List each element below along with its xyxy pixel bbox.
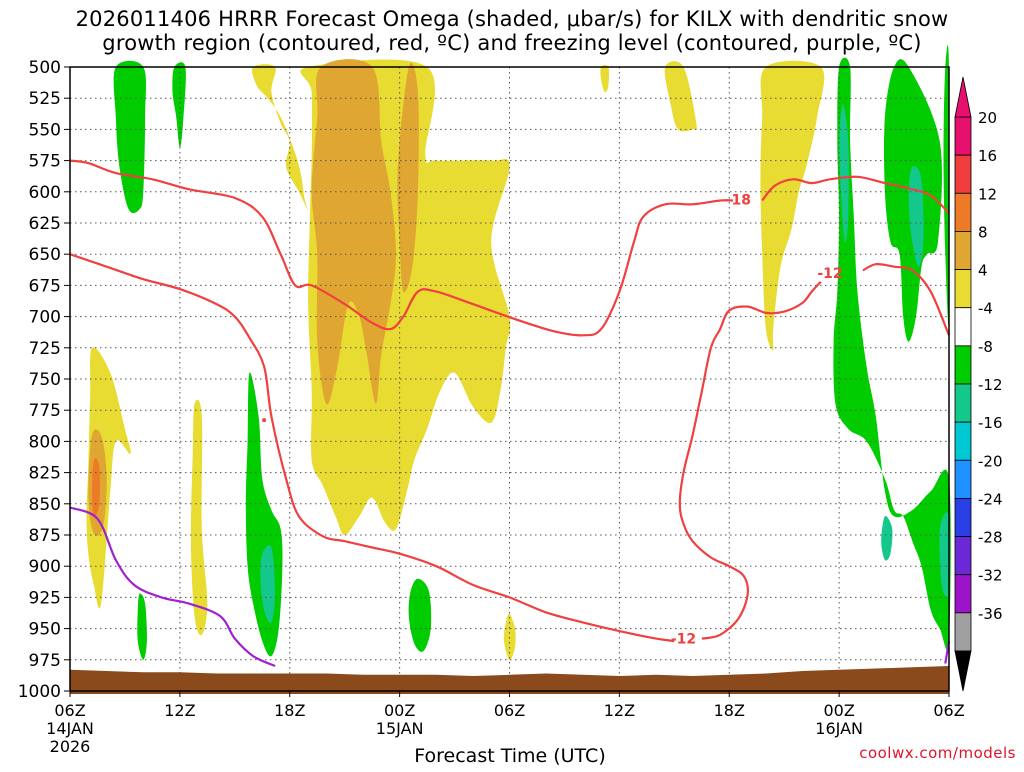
x-date-label-0: 14JAN [46,719,94,738]
dgz-contour-3 [69,253,675,643]
contour-label-3: -12 [671,632,696,648]
x-tick-label-36: 18Z [714,701,745,720]
dgz-contour-4 [678,280,822,640]
x-date-label-18: 15JAN [376,719,424,738]
omega-region-positive-10 [664,61,697,132]
omega-region-positive-9 [503,613,516,660]
omega-region-negative-25 [939,512,951,597]
colorbar-bin-3 [954,192,972,232]
x-tick-label-0: 06Z [54,701,85,720]
colorbar-label-8: -12 [978,376,1003,394]
colorbar-bin-14 [954,612,972,652]
omega-region-negative-20 [839,104,849,243]
x-tick-label-18: 00Z [384,701,415,720]
colorbar-label-5: 4 [978,262,988,280]
colorbar-bin-2 [954,154,972,194]
y-tick-label-500: 500 [29,58,61,78]
x-tick-label-6: 12Z [164,701,195,720]
dgz-contour-blip [262,418,267,423]
y-tick-label-975: 975 [29,651,61,671]
dgz-contour-5 [862,262,951,336]
y-tick-label-925: 925 [29,588,61,608]
y-tick-label-750: 750 [29,370,61,390]
colorbar-label-14: -36 [978,605,1003,623]
colorbar-bin-9 [954,421,972,461]
y-tick-label-1000: 1000 [18,682,61,702]
colorbar-bin-13 [954,574,972,614]
x-tick-label-30: 12Z [604,701,635,720]
y-tick-label-725: 725 [29,339,61,359]
terrain-fill [70,666,949,694]
omega-region-negative-19 [833,57,951,651]
colorbar-label-9: -16 [978,414,1003,432]
freezing-level-line [69,506,276,668]
colorbar-label-3: 12 [978,185,997,203]
omega-region-positive-4 [397,62,419,293]
y-tick-label-825: 825 [29,464,61,484]
omega-region-positive-12 [760,60,825,351]
colorbar-label-4: 8 [978,223,988,241]
omega-region-negative-14 [172,62,186,149]
chart-title-line-2: growth region (contoured, red, ºC) and f… [102,31,922,55]
contour-label-1: -18 [726,192,751,208]
y-tick-label-875: 875 [29,526,61,546]
x-tick-label-48: 06Z [933,701,964,720]
colorbar-bin-4 [954,231,972,270]
x-tick-label-24: 06Z [494,701,525,720]
colorbar-bin-1 [954,116,972,156]
colorbar-bin-5 [954,269,972,309]
colorbar-label-11: -24 [978,490,1003,508]
omega-region-positive-8 [190,399,208,636]
colorbar-bin-11 [954,498,972,537]
colorbar-bin-10 [954,459,972,499]
colorbar-label-2: 16 [978,147,997,165]
colorbar-label-1: 20 [978,109,997,127]
colorbar-label-6: -4 [978,300,993,318]
colorbar-label-12: -28 [978,529,1003,547]
x-tick-label-42: 00Z [823,701,854,720]
y-tick-label-700: 700 [29,308,61,328]
x-axis-label: Forecast Time (UTC) [414,745,606,767]
y-tick-label-575: 575 [29,152,61,172]
y-tick-label-775: 775 [29,401,61,421]
contour-label-2: -12 [817,266,842,282]
colorbar-bottom-arrow [954,650,972,692]
y-tick-label-550: 550 [29,120,61,140]
omega-region-negative-24 [881,515,893,561]
colorbar-bin-7 [954,345,972,385]
y-tick-label-600: 600 [29,183,61,203]
x-date-label-42: 16JAN [815,719,863,738]
x-year-label-0: 2026 [50,737,91,756]
colorbar-label-10: -20 [978,452,1003,470]
omega-region-positive-7 [92,458,100,517]
y-tick-label-525: 525 [29,89,61,109]
colorbar-top-arrow [954,76,972,118]
colorbar-label-13: -32 [978,567,1003,585]
y-tick-label-625: 625 [29,214,61,234]
y-tick-label-800: 800 [29,432,61,452]
colorbar-bin-8 [954,383,972,423]
dgz-contour-1 [69,159,733,337]
omega-region-positive-5 [86,347,131,609]
y-tick-label-675: 675 [29,276,61,296]
colorbar-bin-12 [954,536,972,576]
y-tick-label-900: 900 [29,557,61,577]
omega-region-positive-11 [600,65,610,93]
omega-region-negative-17 [260,545,276,624]
colorbar-label-7: -8 [978,338,993,356]
dgz-contour-2 [761,175,950,214]
omega-region-negative-23 [943,44,950,325]
y-tick-label-850: 850 [29,495,61,515]
omega-region-negative-15 [137,593,147,660]
omega-region-positive-1 [252,64,309,211]
colorbar-bin-6 [954,307,972,347]
x-tick-label-12: 18Z [274,701,305,720]
credit-link[interactable]: coolwx.com/models [859,744,1016,762]
omega-region-positive-3 [311,59,396,405]
y-tick-label-650: 650 [29,245,61,265]
chart-title-line-1: 2026011406 HRRR Forecast Omega (shaded, … [75,7,949,31]
y-tick-label-950: 950 [29,620,61,640]
